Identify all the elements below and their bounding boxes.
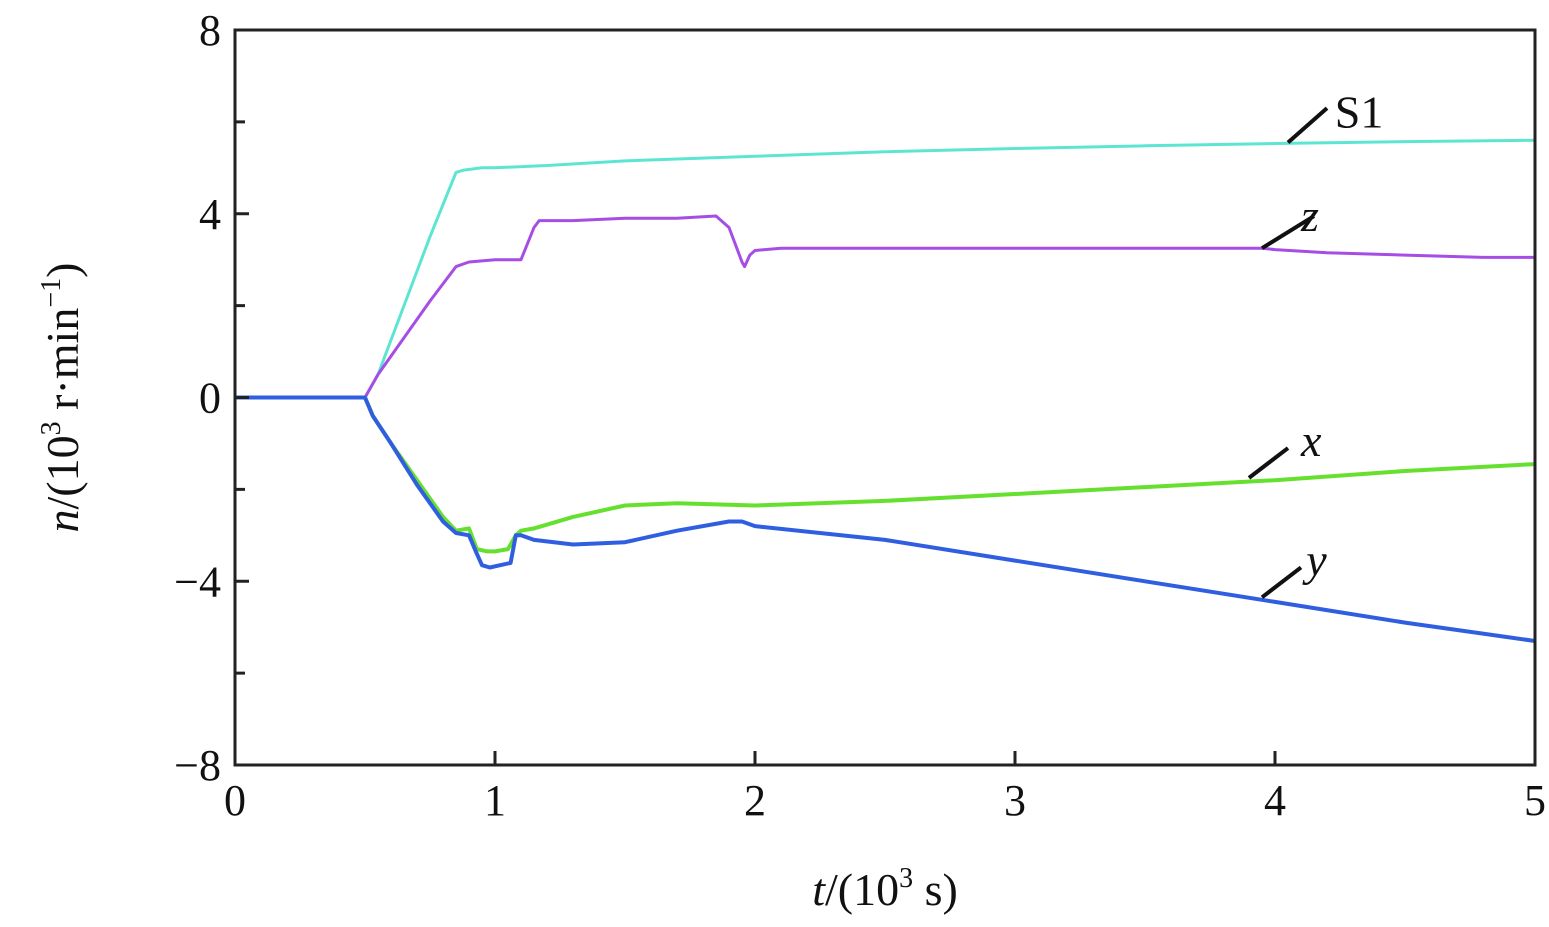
series-leader-line bbox=[1286, 106, 1329, 145]
x-tick-label: 1 bbox=[484, 776, 506, 825]
y-axis-exponent: 3 bbox=[36, 421, 67, 435]
annotations-layer: S1 z x y bbox=[1247, 87, 1384, 599]
x-axis-label: t/(103 s) bbox=[812, 863, 958, 915]
series-line-y bbox=[235, 395, 1536, 643]
x-tick-label: 5 bbox=[1524, 776, 1546, 825]
series-leader-line bbox=[1260, 565, 1303, 599]
y-tick-label: 8 bbox=[199, 6, 221, 55]
x-axis-unit-prefix: /(10 bbox=[825, 864, 899, 915]
series-line-s1 bbox=[235, 138, 1536, 399]
series-line-z bbox=[235, 214, 1535, 399]
series-label-z: z bbox=[1300, 190, 1319, 241]
y-axis-unit-suffix: ) bbox=[37, 263, 88, 278]
y-axis-unit-mid: r·min bbox=[37, 308, 88, 422]
series-leader-line bbox=[1260, 214, 1316, 250]
y-tick-label: −4 bbox=[174, 557, 221, 606]
series-line-x bbox=[235, 395, 1536, 554]
x-tick-label: 4 bbox=[1264, 776, 1286, 825]
x-tick-label: 3 bbox=[1004, 776, 1026, 825]
series-layer bbox=[235, 138, 1536, 643]
series-label-s1: S1 bbox=[1335, 87, 1384, 138]
ticks-layer: 0 1 2 3 4 5 −8 −4 0 4 8 bbox=[174, 6, 1546, 825]
x-tick-label: 0 bbox=[224, 776, 246, 825]
y-axis-label: n/(103 r·min−1) bbox=[36, 263, 88, 533]
plot-frame bbox=[233, 28, 1537, 767]
x-axis-unit-suffix: s) bbox=[913, 864, 958, 915]
y-axis-exponent-2: −1 bbox=[36, 278, 67, 308]
x-axis-var: t bbox=[812, 864, 826, 915]
series-leader-line bbox=[1247, 446, 1290, 480]
series-label-y: y bbox=[1302, 535, 1327, 586]
x-tick-label: 2 bbox=[744, 776, 766, 825]
y-axis-var: n bbox=[37, 509, 88, 532]
y-tick-label: 0 bbox=[199, 374, 221, 423]
x-axis-exponent: 3 bbox=[899, 863, 913, 894]
y-tick-label: 4 bbox=[199, 190, 221, 239]
y-tick-label: −8 bbox=[174, 741, 221, 790]
y-axis-unit-prefix: /(10 bbox=[37, 435, 88, 509]
series-label-x: x bbox=[1300, 415, 1322, 466]
